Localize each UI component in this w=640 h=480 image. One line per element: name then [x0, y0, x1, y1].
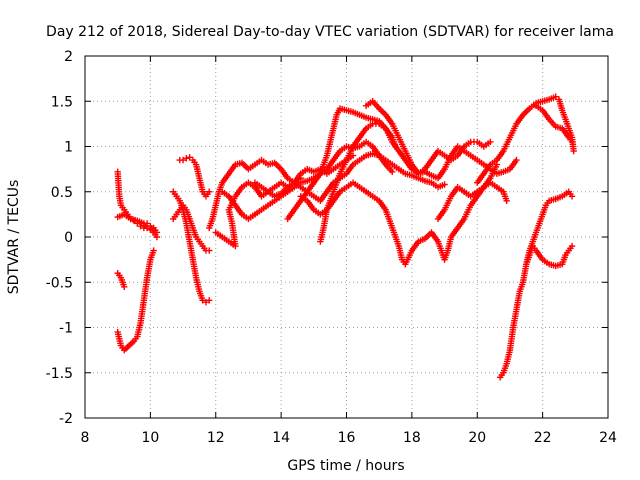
data-point: [202, 298, 210, 306]
series-arc-13: [317, 120, 494, 245]
data-point: [206, 247, 213, 254]
data-point: [179, 156, 187, 164]
x-tick-label: 18: [403, 430, 421, 446]
data-point: [487, 138, 494, 146]
data-point: [121, 283, 128, 290]
data-point: [143, 224, 151, 232]
series-arc-4: [114, 247, 157, 354]
series-arc-3: [114, 270, 128, 290]
x-axis-ticks: 8 10 12 14 16 18 20 22 24: [81, 56, 617, 446]
x-tick-label: 8: [81, 430, 90, 446]
series-arc-20: [523, 242, 576, 270]
data-point: [186, 154, 193, 161]
data-point: [150, 247, 157, 254]
y-tick-label: -0.5: [46, 275, 73, 291]
y-axis-label: SDTVAR / TECUs: [6, 180, 22, 295]
x-axis-label: GPS time / hours: [287, 458, 404, 474]
data-point: [199, 297, 206, 304]
y-tick-label: 0.5: [51, 185, 73, 201]
chart-title: Day 212 of 2018, Sidereal Day-to-day VTE…: [46, 24, 614, 40]
y-tick-label: -2: [59, 411, 73, 427]
x-tick-label: 14: [272, 430, 290, 446]
y-tick-label: 1.5: [51, 94, 73, 110]
x-tick-label: 16: [338, 430, 356, 446]
series-arc-17: [474, 93, 577, 186]
y-tick-label: -1: [59, 321, 73, 337]
data-point: [568, 138, 576, 146]
series-arc-16: [434, 179, 510, 223]
x-tick-label: 22: [534, 430, 552, 446]
series-arc-5: [170, 188, 213, 306]
data-point: [153, 229, 161, 236]
data-point: [206, 188, 213, 195]
series-arc-18: [532, 102, 576, 146]
data-point: [441, 181, 448, 188]
data-point: [183, 155, 190, 162]
series-arc-10: [219, 138, 396, 223]
x-tick-label: 20: [468, 430, 486, 446]
x-tick-label: 24: [599, 430, 617, 446]
data-point: [570, 147, 577, 155]
series-arc-2: [114, 211, 161, 236]
data-point: [503, 197, 510, 204]
data-point: [552, 93, 559, 100]
grid-lines: [85, 56, 608, 418]
data-point: [568, 193, 576, 200]
series-arc-7: [170, 202, 213, 254]
series-arc-19: [496, 188, 576, 381]
y-axis-ticks: 2 1.5 1 0.5 0 -0.5 -1 -1.5 -2: [46, 49, 608, 427]
series-arc-15: [297, 161, 501, 268]
data-point: [568, 242, 576, 250]
series-arc-6: [176, 154, 213, 200]
data-point: [513, 156, 520, 164]
data-point: [206, 297, 213, 304]
x-tick-label: 10: [141, 430, 159, 446]
x-tick-label: 12: [207, 430, 225, 446]
y-tick-label: -1.5: [46, 366, 73, 382]
series-arc-11: [251, 150, 448, 204]
y-tick-label: 1: [64, 140, 73, 156]
series-marks: [114, 93, 577, 381]
y-tick-label: 0: [64, 230, 73, 246]
y-tick-label: 2: [64, 49, 73, 65]
data-point: [389, 168, 396, 176]
series-arc-14: [362, 98, 520, 182]
